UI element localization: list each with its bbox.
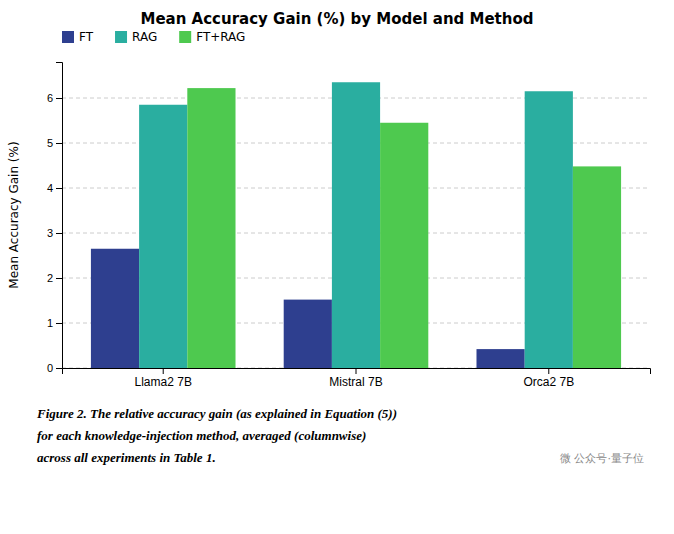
caption: Figure 2. The relative accuracy gain (as…: [36, 406, 397, 421]
y-axis-line: [56, 63, 63, 369]
y-tick-mark: [56, 368, 62, 369]
y-tick-label: 1: [47, 317, 53, 329]
y-tick: 5: [47, 137, 62, 149]
caption: for each knowledge-injection method, ave…: [37, 428, 366, 443]
caption: across all experiments in Table 1.: [37, 450, 216, 465]
y-tick: 2: [47, 272, 62, 284]
y-tick-label: 4: [47, 182, 53, 194]
legend-swatch: [179, 31, 191, 43]
y-tick-mark: [56, 278, 62, 279]
y-tick: 4: [47, 182, 62, 194]
bar: [380, 123, 428, 368]
y-tick-label: 2: [47, 272, 53, 284]
x-tick-label: Llama2 7B: [135, 375, 192, 389]
bar: [573, 166, 621, 368]
legend-swatch: [115, 31, 127, 43]
x-axis: Llama2 7B Mistral 7B Orca2 7B: [63, 368, 651, 389]
chart: Mean Accuracy Gain (%) by Model and Meth…: [0, 0, 674, 534]
x-axis-line: [63, 369, 651, 375]
x-tick: Mistral 7B: [329, 368, 382, 389]
bar: [139, 105, 187, 368]
bars: [91, 82, 621, 368]
x-tick: Orca2 7B: [523, 368, 574, 389]
series: [139, 82, 573, 368]
bar: [525, 91, 573, 368]
x-tick-mark: [163, 368, 164, 374]
y-tick-label: 0: [47, 362, 53, 374]
y-tick-mark: [56, 98, 62, 99]
legend-label: FT+RAG: [196, 30, 245, 44]
watermark: 微 公众号·量子位: [560, 452, 644, 465]
bar: [187, 88, 235, 368]
x-tick-mark: [356, 368, 357, 374]
y-tick-mark: [56, 233, 62, 234]
legend: FT RAG FT+RAG: [62, 30, 245, 44]
y-tick-label: 6: [47, 92, 53, 104]
x-tick-label: Orca2 7B: [523, 375, 574, 389]
y-tick: 1: [47, 317, 62, 329]
y-tick: 0: [47, 362, 62, 374]
y-tick-mark: [56, 143, 62, 144]
legend-item: RAG: [115, 30, 157, 44]
y-axis: 0 1 2 3 4 5 6: [47, 63, 63, 375]
y-tick-label: 3: [47, 227, 53, 239]
legend-item: FT+RAG: [179, 30, 245, 44]
bar: [476, 349, 524, 368]
x-tick: Llama2 7B: [135, 368, 192, 389]
y-tick-label: 5: [47, 137, 53, 149]
y-tick: 3: [47, 227, 62, 239]
y-axis-title: Mean Accuracy Gain (%): [7, 141, 21, 288]
bar: [91, 249, 139, 368]
bar: [332, 82, 380, 368]
title: Mean Accuracy Gain (%) by Model and Meth…: [140, 10, 533, 28]
y-tick: 6: [47, 92, 62, 104]
y-tick-mark: [56, 188, 62, 189]
legend-item: FT: [62, 30, 94, 44]
x-tick-mark: [548, 368, 549, 374]
series: [187, 88, 621, 368]
legend-label: RAG: [132, 30, 157, 44]
bar: [284, 300, 332, 368]
y-tick-mark: [56, 323, 62, 324]
plot: 0 1 2 3 4 5 6 Llama2 7B Mistral 7B Orca2 7B: [47, 63, 651, 389]
legend-swatch: [62, 31, 74, 43]
legend-label: FT: [79, 30, 94, 44]
x-tick-label: Mistral 7B: [329, 375, 382, 389]
